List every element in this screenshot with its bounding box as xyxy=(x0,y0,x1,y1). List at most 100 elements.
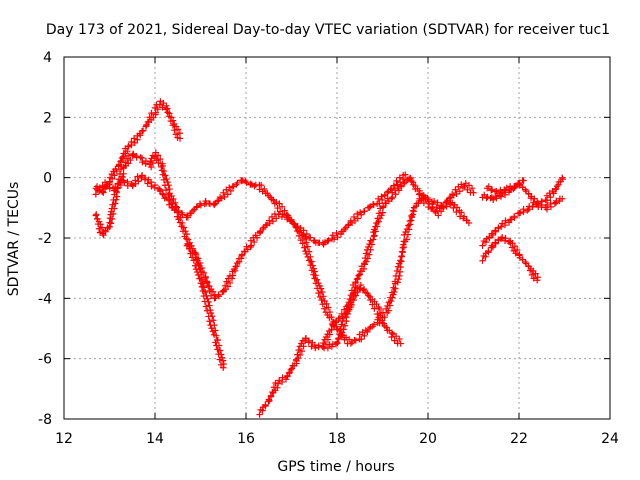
data-point xyxy=(397,257,404,264)
data-point xyxy=(420,199,428,207)
data-point xyxy=(220,189,227,196)
data-point xyxy=(360,207,368,215)
data-point xyxy=(438,202,446,210)
data-point xyxy=(96,187,103,195)
data-point xyxy=(111,187,118,194)
data-point xyxy=(214,346,221,353)
data-point xyxy=(357,267,364,275)
data-point xyxy=(115,161,123,168)
series-track-a xyxy=(92,98,184,196)
data-point xyxy=(481,191,488,199)
data-point xyxy=(219,357,227,364)
data-point xyxy=(210,317,217,324)
x-tick-label: 18 xyxy=(328,431,346,447)
data-point xyxy=(488,242,496,249)
data-point xyxy=(175,216,182,223)
data-point xyxy=(296,351,304,359)
data-point xyxy=(201,200,208,208)
data-point xyxy=(274,380,282,387)
data-point xyxy=(125,142,132,150)
data-point xyxy=(497,223,505,230)
data-point xyxy=(106,185,113,192)
data-point xyxy=(112,166,119,173)
data-point xyxy=(485,183,492,190)
data-point xyxy=(388,195,395,202)
data-point xyxy=(430,197,438,205)
y-tick-label: 2 xyxy=(43,110,52,126)
data-point xyxy=(497,188,505,196)
y-tick-label: 0 xyxy=(43,171,52,187)
data-point xyxy=(226,279,234,287)
data-point xyxy=(178,209,186,217)
data-point xyxy=(347,340,355,347)
data-point xyxy=(205,200,213,207)
data-point xyxy=(344,310,351,318)
data-point xyxy=(207,309,215,317)
data-point xyxy=(120,150,127,157)
data-point xyxy=(528,271,536,279)
data-point xyxy=(360,285,368,293)
data-point xyxy=(252,232,259,239)
data-point xyxy=(298,347,306,355)
data-point xyxy=(308,267,316,274)
data-point xyxy=(456,188,464,195)
data-point xyxy=(434,199,441,206)
data-point xyxy=(149,159,157,167)
data-point xyxy=(95,225,103,232)
data-point xyxy=(167,117,174,125)
data-point xyxy=(229,183,236,190)
data-point xyxy=(376,200,383,207)
data-point xyxy=(294,227,301,235)
data-point xyxy=(196,275,203,282)
data-point xyxy=(127,156,134,164)
data-point xyxy=(189,207,197,215)
data-point xyxy=(366,251,373,258)
data-point xyxy=(110,196,117,204)
data-point xyxy=(346,306,353,313)
data-point xyxy=(347,292,355,299)
data-point xyxy=(242,178,249,185)
data-point xyxy=(387,294,394,301)
data-point xyxy=(398,253,405,260)
data-point xyxy=(210,331,218,339)
data-point xyxy=(318,288,326,296)
data-point xyxy=(125,160,132,167)
data-point xyxy=(458,209,465,216)
data-point xyxy=(234,259,241,267)
data-point xyxy=(391,288,398,296)
data-point xyxy=(284,212,292,219)
data-point xyxy=(374,310,381,318)
data-point xyxy=(206,287,213,295)
data-point xyxy=(325,237,332,244)
data-point xyxy=(406,217,414,225)
data-point xyxy=(108,208,115,215)
data-point xyxy=(208,325,215,332)
data-point xyxy=(221,282,229,290)
data-point xyxy=(379,319,386,326)
data-point xyxy=(158,167,166,174)
data-point xyxy=(502,217,509,224)
data-point xyxy=(547,194,554,201)
data-point xyxy=(343,309,350,317)
data-point xyxy=(281,207,288,214)
data-point xyxy=(412,185,419,193)
data-point xyxy=(120,170,127,178)
data-point xyxy=(148,183,155,190)
data-point xyxy=(551,200,559,207)
data-point xyxy=(256,411,263,418)
data-point xyxy=(489,231,497,239)
x-tick-label: 12 xyxy=(55,431,73,447)
data-point xyxy=(179,228,187,235)
x-tick-label: 16 xyxy=(237,431,255,447)
data-point xyxy=(297,236,305,244)
series-track-f xyxy=(324,174,477,352)
data-point xyxy=(344,222,352,229)
data-point xyxy=(363,258,370,265)
data-point xyxy=(262,401,269,409)
data-point xyxy=(353,276,361,283)
data-point xyxy=(398,183,405,190)
data-point xyxy=(221,193,228,201)
data-point xyxy=(531,195,538,202)
data-point xyxy=(375,305,383,313)
